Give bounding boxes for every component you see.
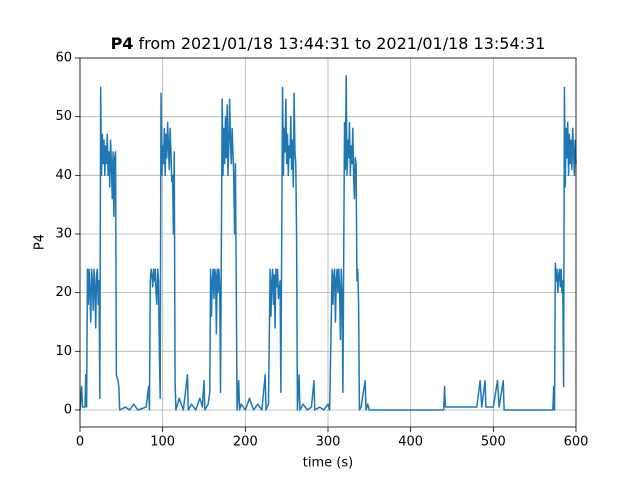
- x-tick-label: 300: [316, 435, 341, 450]
- x-axis-label: time (s): [303, 456, 353, 471]
- ticks: 0 100 200 300 400 500 600 0 10 20 30 40 50 60: [55, 51, 588, 450]
- y-axis-label: P4: [33, 234, 48, 250]
- title-bold: P4: [111, 34, 134, 53]
- y-tick-label: 0: [64, 402, 72, 417]
- x-tick-label: 0: [76, 435, 84, 450]
- y-tick-label: 10: [55, 344, 72, 359]
- y-tick-label: 40: [55, 168, 72, 183]
- x-tick-label: 400: [398, 435, 423, 450]
- x-tick-label: 100: [150, 435, 175, 450]
- chart-title: P4 from 2021/01/18 13:44:31 to 2021/01/1…: [111, 34, 546, 53]
- x-tick-label: 600: [564, 435, 589, 450]
- plot: [79, 74, 577, 411]
- y-tick-label: 20: [55, 285, 72, 300]
- grid: [79, 57, 577, 427]
- title-text: from 2021/01/18 13:44:31 to 2021/01/18 1…: [139, 34, 546, 53]
- x-tick-label: 500: [481, 435, 506, 450]
- x-tick-label: 200: [233, 435, 258, 450]
- y-tick-label: 50: [55, 109, 72, 124]
- y-tick-label: 30: [55, 226, 72, 241]
- data-line: [79, 74, 577, 411]
- y-tick-label: 60: [55, 51, 72, 66]
